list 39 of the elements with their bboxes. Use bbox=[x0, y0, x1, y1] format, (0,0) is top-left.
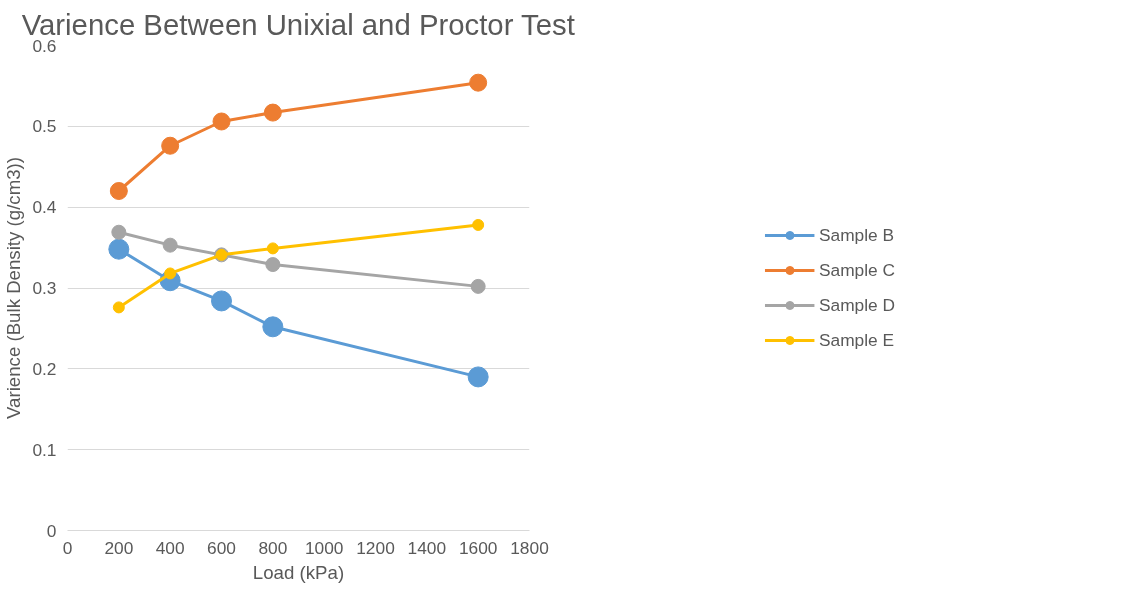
legend-label: Sample B bbox=[818, 224, 895, 246]
x-tick-label: 800 bbox=[258, 537, 288, 558]
x-tick-label: 1200 bbox=[356, 537, 395, 558]
y-tick-label: 0.2 bbox=[32, 358, 57, 379]
point bbox=[111, 224, 127, 240]
y-axis-title: Varience (Bulk Density (g/cm3)) bbox=[3, 157, 25, 419]
x-tick-label: 1800 bbox=[510, 537, 549, 558]
point bbox=[162, 237, 178, 253]
y-tick-label: 0.4 bbox=[32, 197, 57, 218]
point bbox=[263, 103, 282, 122]
point bbox=[212, 112, 231, 131]
legend-label: Sample C bbox=[818, 259, 896, 281]
y-tick-label: 0.5 bbox=[32, 116, 57, 137]
x-tick-label: 1000 bbox=[304, 537, 344, 558]
point bbox=[211, 290, 232, 312]
point bbox=[112, 301, 125, 314]
point bbox=[109, 182, 128, 200]
legend-label: Sample E bbox=[818, 329, 895, 351]
point bbox=[467, 366, 489, 388]
point bbox=[265, 257, 281, 273]
point bbox=[470, 278, 486, 294]
legend-label: Sample D bbox=[818, 294, 896, 316]
point bbox=[469, 73, 488, 92]
x-tick-label: 0 bbox=[62, 537, 73, 558]
point bbox=[161, 136, 180, 155]
x-tick-label: 400 bbox=[155, 537, 185, 558]
x-tick-label: 1400 bbox=[407, 537, 447, 558]
x-tick-label: 200 bbox=[104, 537, 134, 558]
point bbox=[262, 316, 284, 338]
y-tick-label: 0.3 bbox=[32, 278, 57, 298]
point bbox=[266, 242, 279, 255]
point bbox=[164, 267, 177, 280]
point bbox=[108, 238, 130, 260]
x-tick-label: 600 bbox=[207, 537, 236, 558]
x-tick-label: 1600 bbox=[458, 537, 498, 558]
x-axis-title: Load (kPa) bbox=[252, 561, 345, 583]
y-tick-label: 0 bbox=[46, 520, 57, 541]
y-tick-label: 0.1 bbox=[32, 439, 57, 460]
point bbox=[472, 218, 485, 231]
